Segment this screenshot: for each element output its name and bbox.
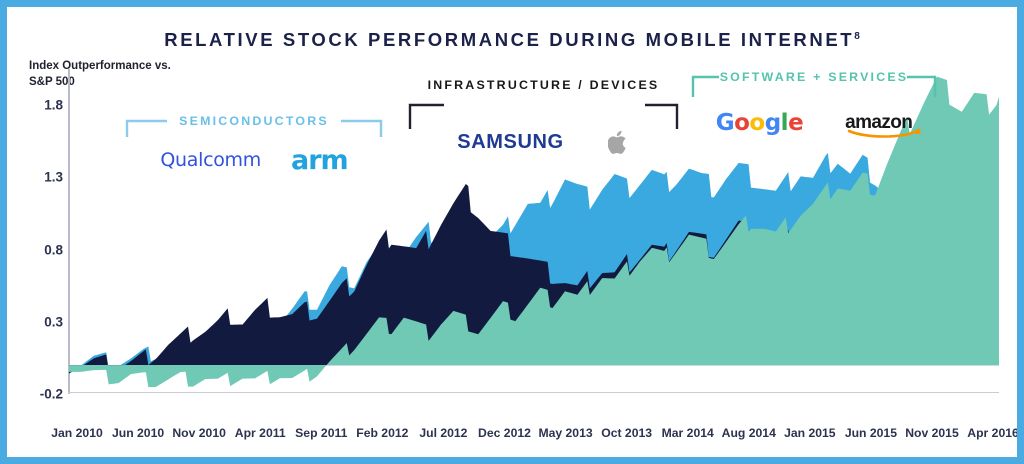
logo-arm: arm (290, 144, 349, 176)
legend-group-software-services: SOFTWARE + SERVICES Google amazon (691, 69, 937, 155)
y-axis-label: Index Outperformance vs. S&P 500 (29, 60, 171, 88)
y-tick-label: 1.3 (44, 169, 63, 185)
legend-group-infrastructure-devices: INFRASTRUCTURE / DEVICES SAMSUNG (408, 78, 679, 177)
y-tick-label: -0.2 (39, 386, 63, 402)
x-tick-label: Feb 2012 (356, 426, 409, 440)
area-series-software-services (69, 76, 999, 388)
y-axis-ticks: 1.8 1.3 0.8 0.3 -0.2 (7, 7, 63, 457)
legend-logos-software-services: Google amazon (691, 107, 937, 139)
x-tick-label: Sep 2011 (295, 426, 348, 440)
logo-google: Google (715, 110, 804, 136)
legend-label-semiconductors: SEMICONDUCTORS (179, 114, 329, 128)
zero-baseline (68, 391, 999, 393)
apple-icon (607, 130, 626, 154)
plot-area (69, 69, 999, 394)
x-tick-label: Jul 2012 (419, 426, 468, 440)
logo-samsung: SAMSUNG (457, 130, 564, 153)
x-tick-label: Nov 2015 (905, 426, 959, 440)
bracket-semiconductors (125, 119, 383, 137)
bracket-software-services (691, 75, 937, 97)
legend-label-infrastructure-devices: INFRASTRUCTURE / DEVICES (427, 78, 660, 92)
y-tick-label: 0.8 (44, 242, 63, 258)
legend-logos-infrastructure-devices: SAMSUNG (408, 125, 679, 159)
x-tick-label: Dec 2012 (478, 426, 531, 440)
x-axis-ticks: Jan 2010 Jun 2010 Nov 2010 Apr 2011 Sep 2011… (7, 426, 1019, 448)
legend-label-software-services: SOFTWARE + SERVICES (719, 70, 909, 84)
legend-logos-semiconductors: Qualcomm arm (125, 143, 383, 177)
x-tick-label: Jan 2010 (51, 426, 103, 440)
chart-title-text: RELATIVE STOCK PERFORMANCE DURING MOBILE… (164, 29, 855, 50)
x-tick-label: Apr 2011 (234, 426, 286, 440)
logo-apple (607, 129, 630, 156)
x-tick-label: Mar 2014 (661, 426, 714, 440)
x-tick-label: Jun 2015 (844, 426, 897, 440)
y-axis-line (68, 69, 70, 394)
x-tick-label: May 2013 (538, 426, 593, 440)
bracket-infrastructure-devices (408, 103, 679, 129)
chart-title-footnote: 8 (854, 30, 860, 42)
y-tick-label: 1.8 (44, 97, 63, 113)
legend-group-semiconductors: SEMICONDUCTORS Qualcomm arm (125, 114, 383, 185)
x-tick-label: Jun 2010 (111, 426, 165, 440)
amazon-swoosh-icon (847, 128, 922, 138)
x-tick-label: Nov 2010 (172, 426, 226, 440)
logo-qualcomm: Qualcomm (160, 149, 261, 171)
y-tick-label: 0.3 (44, 314, 63, 330)
x-tick-label: Aug 2014 (721, 426, 776, 440)
x-tick-label: Oct 2013 (601, 426, 653, 440)
x-tick-label: Jan 2015 (784, 426, 836, 440)
x-tick-label: Apr 2016 (967, 426, 1019, 440)
logo-amazon: amazon (845, 112, 922, 138)
page-title: RELATIVE STOCK PERFORMANCE DURING MOBILE… (7, 29, 1017, 51)
